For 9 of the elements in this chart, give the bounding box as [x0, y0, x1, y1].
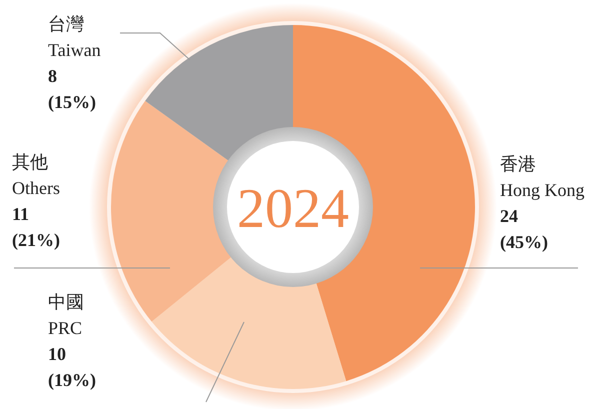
slice-label: 其他 Others: [12, 152, 60, 198]
data-label: 24 (45%): [500, 206, 548, 252]
slice-label: 香港 Hong Kong: [500, 154, 584, 200]
slice-label: 台灣 Taiwan: [48, 14, 101, 60]
data-label: 11 (21%): [12, 204, 60, 250]
text: 2024: [237, 178, 349, 240]
slice-label: 中國 PRC: [48, 292, 84, 338]
data-label: 8 (15%): [48, 66, 96, 112]
data-label: 10 (19%): [48, 344, 96, 390]
